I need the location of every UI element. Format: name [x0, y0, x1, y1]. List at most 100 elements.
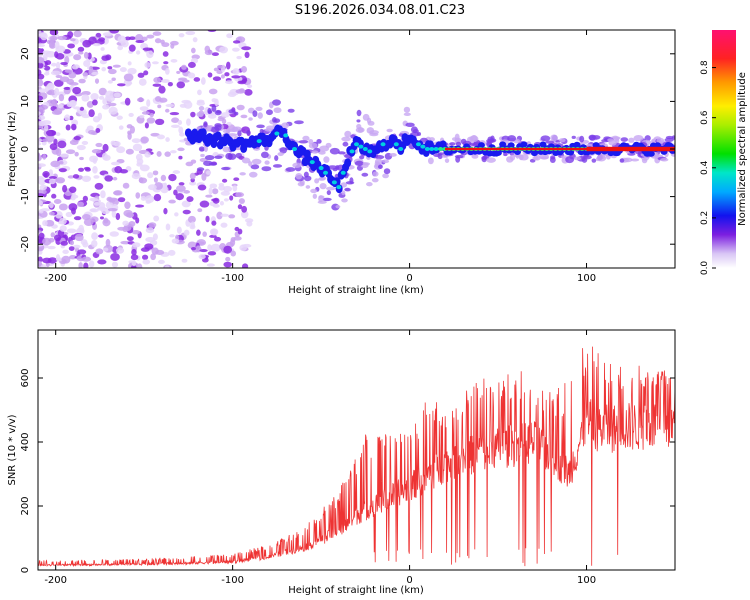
spectrogram-cell — [160, 79, 170, 83]
spectrogram-cell — [633, 134, 644, 142]
spectrogram-cell — [119, 67, 127, 73]
spectrogram-cell — [305, 185, 311, 189]
spectrogram-cell — [112, 176, 118, 181]
spectrogram-cell — [256, 139, 262, 144]
spectrogram-cell — [152, 83, 162, 87]
spectrogram-cell — [79, 156, 84, 161]
spectrogram-cell — [116, 115, 123, 120]
spectrogram-cell — [136, 50, 141, 55]
spectrogram-cell — [198, 146, 205, 152]
spectrogram-cell — [136, 158, 144, 165]
spectrogram-cell — [451, 137, 458, 141]
spectrogram-cell — [198, 254, 206, 260]
colorbar-tick-label: 0.2 — [700, 211, 710, 225]
y-tick-label: -20 — [20, 236, 31, 252]
spectrogram-cell — [310, 188, 318, 194]
spectrogram-cell — [455, 155, 461, 163]
spectrogram-cell — [167, 82, 173, 87]
spectrogram-cell — [38, 153, 41, 161]
spectrogram-cell — [141, 254, 149, 260]
spectrogram-cell — [107, 68, 117, 75]
spectrogram-cell — [199, 200, 210, 208]
spectrogram-cell — [83, 262, 89, 268]
spectrogram-cell — [105, 201, 114, 210]
spectrogram-cell — [540, 135, 551, 142]
spectrogram-cell — [97, 112, 103, 121]
spectrogram-cell — [72, 86, 82, 95]
spectrogram-cell — [38, 195, 41, 202]
spectrogram-cell — [509, 154, 516, 161]
spectrogram-cell — [179, 103, 187, 108]
spectrogram-cell — [336, 185, 342, 190]
spectrogram-cell — [214, 155, 223, 159]
spectrogram-cell — [65, 149, 76, 155]
spectrogram-cell — [272, 164, 283, 168]
spectrogram-cell — [115, 212, 121, 221]
spectrogram-cell — [444, 158, 450, 163]
spectrogram-cell — [152, 233, 158, 241]
spectrogram-cell — [42, 171, 50, 178]
spectrogram-cell — [172, 170, 181, 174]
spectrogram-cell — [203, 160, 213, 166]
spectrogram-cell — [227, 129, 236, 133]
spectrogram-cell — [641, 157, 648, 164]
spectrogram-cell — [228, 153, 237, 160]
spectrogram-cell — [660, 158, 669, 162]
spectrogram-cell — [205, 194, 213, 198]
spectrogram-cell — [82, 241, 89, 248]
spectrogram-cell — [218, 185, 226, 191]
spectrogram-cell — [69, 186, 77, 193]
spectrogram-cell — [152, 170, 159, 176]
spectrogram-cell — [596, 154, 607, 162]
spectrogram-cell — [153, 76, 162, 83]
spectrogram-cell — [550, 155, 556, 160]
spectrogram-cell — [134, 34, 144, 42]
spectrogram-cell — [48, 169, 53, 176]
spectrogram-cell — [102, 247, 109, 252]
spectrogram-cell — [237, 228, 243, 235]
spectrogram-cell — [95, 127, 101, 133]
spectrogram-cell — [124, 201, 131, 210]
spectrogram-cell — [322, 197, 332, 202]
spectrogram-cell — [213, 67, 219, 72]
colorbar-label: Normalized spectral amplitude — [737, 72, 748, 226]
x-tick-label: 100 — [577, 575, 596, 586]
spectrogram-cell — [545, 140, 555, 144]
spectrogram-cell — [82, 72, 89, 77]
spectrogram-cell — [190, 111, 196, 118]
spectrogram-cell — [170, 43, 175, 49]
spectrogram-cell — [38, 138, 43, 143]
spectrogram-cell — [274, 131, 280, 136]
spectrogram-cell — [70, 99, 77, 107]
spectrogram-cell — [148, 222, 157, 228]
spectrogram-cell — [145, 200, 152, 204]
spectrogram-cell — [39, 184, 47, 191]
spectrogram-cell — [111, 210, 117, 218]
spectrogram-cell — [181, 200, 191, 208]
spectrogram-cell — [219, 46, 229, 54]
spectrogram-cell — [58, 168, 67, 173]
snr-frame — [37, 329, 676, 571]
snr-panel: -200 -100 0 100 0 200 400 600 Height of straig… — [7, 329, 676, 596]
spectrogram-cell — [98, 37, 106, 42]
colorbar-gradient — [712, 30, 736, 268]
spectrogram-cell — [221, 166, 231, 171]
spectrogram-cell — [43, 124, 49, 132]
spectrogram-cell — [142, 259, 151, 265]
spectrogram-cell — [327, 165, 338, 170]
spectrogram-cell — [228, 214, 236, 219]
spectrogram-cell — [197, 89, 202, 96]
spectrogram-cell — [361, 172, 369, 177]
spectrogram-cell — [122, 220, 129, 226]
spectrogram-cell — [325, 186, 336, 191]
spectrogram-cell — [362, 147, 368, 151]
snr-y-ticks: 0 200 400 600 — [20, 368, 675, 573]
spectrogram-cell — [264, 160, 270, 165]
spectrogram-cell — [178, 33, 185, 38]
spectrogram-cell — [386, 128, 393, 133]
spectrogram-cell — [341, 136, 351, 142]
spectrogram-cell — [165, 103, 175, 108]
spectrogram-cell — [126, 81, 133, 86]
spectrogram-cell — [73, 106, 81, 110]
